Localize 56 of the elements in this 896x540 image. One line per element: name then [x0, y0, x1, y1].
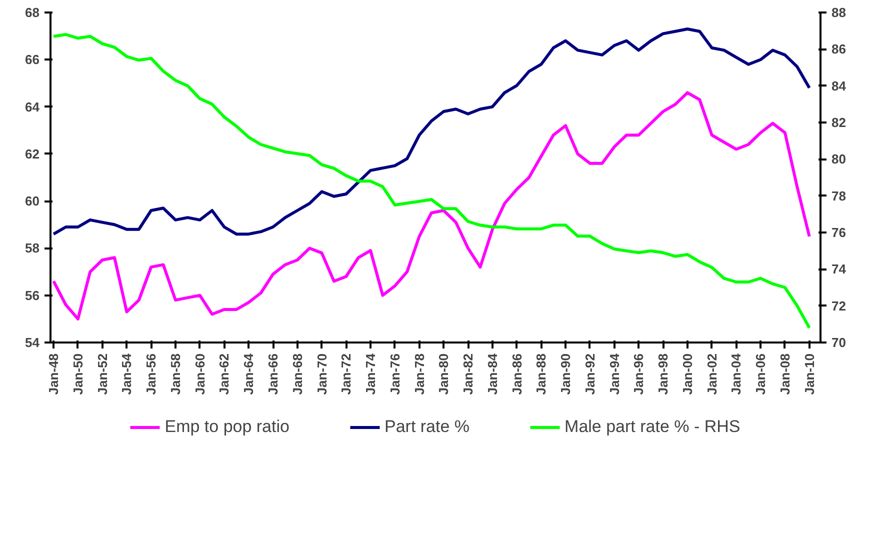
- y2-tick-label: 74: [832, 262, 847, 277]
- x-tick-label: Jan-80: [436, 353, 452, 395]
- legend-label: Emp to pop ratio: [164, 417, 290, 437]
- y2-tick-label: 76: [832, 225, 846, 240]
- x-tick-label: Jan-56: [144, 353, 159, 395]
- y2-tick-label: 80: [832, 152, 846, 167]
- y2-tick-label: 72: [832, 298, 846, 314]
- x-tick-label: Jan-00: [680, 353, 695, 395]
- y2-tick-label: 84: [832, 78, 847, 94]
- x-tick-label: Jan-04: [728, 352, 744, 395]
- x-tick-label: Jan-62: [216, 353, 232, 395]
- y-tick-label: 54: [25, 335, 40, 350]
- y2-tick-label: 78: [832, 188, 846, 204]
- y-tick-label: 66: [25, 52, 40, 68]
- x-tick-label: Jan-08: [777, 353, 792, 395]
- line-series: [52, 28, 811, 236]
- x-tick-label: Jan-76: [387, 353, 402, 395]
- x-tick-label: Jan-84: [484, 352, 500, 395]
- x-tick-label: Jan-88: [534, 353, 549, 395]
- x-tick-label: Jan-60: [192, 353, 208, 395]
- x-tick-label: Jan-78: [412, 353, 427, 395]
- x-tick-label: Jan-72: [338, 353, 354, 395]
- legend-label: Male part rate % - RHS: [564, 417, 740, 437]
- x-tick-label: Jan-96: [631, 353, 646, 395]
- x-tick-label: Jan-82: [460, 353, 476, 395]
- y-tick-label: 56: [25, 288, 40, 303]
- x-tick-label: Jan-98: [656, 353, 671, 395]
- x-tick-label: Jan-74: [363, 352, 378, 395]
- x-tick-label: Jan-86: [509, 353, 524, 395]
- x-tick-label: Jan-70: [314, 353, 330, 395]
- x-tick-label: Jan-64: [241, 352, 256, 395]
- y-tick-label: 58: [25, 240, 40, 256]
- y2-tick-label: 82: [832, 115, 846, 130]
- x-tick-label: Jan-48: [46, 353, 62, 395]
- x-tick-label: Jan-52: [94, 353, 110, 395]
- x-tick-label: Jan-92: [582, 353, 598, 395]
- x-tick-label: Jan-58: [168, 353, 183, 395]
- x-tick-label: Jan-66: [266, 353, 281, 395]
- x-tick-label: Jan-90: [558, 353, 574, 395]
- y2-tick-label: 70: [832, 335, 846, 350]
- y-tick-label: 60: [25, 194, 40, 209]
- y-tick-label: 64: [25, 99, 40, 114]
- x-tick-label: Jan-10: [802, 353, 817, 395]
- x-tick-label: Jan-68: [290, 353, 305, 395]
- y2-tick-label: 88: [832, 5, 846, 20]
- x-tick-label: Jan-94: [606, 352, 622, 395]
- y2-tick-label: 86: [832, 42, 846, 57]
- x-tick-label: Jan-50: [70, 353, 86, 395]
- line-series: [52, 33, 811, 330]
- x-tick-label: Jan-02: [704, 353, 720, 395]
- x-tick-label: Jan-06: [753, 353, 768, 395]
- line-series: [52, 91, 811, 320]
- x-tick-label: Jan-54: [119, 352, 134, 395]
- y-tick-label: 62: [25, 146, 40, 162]
- y-tick-label: 68: [25, 5, 40, 20]
- legend-label: Part rate %: [384, 417, 470, 437]
